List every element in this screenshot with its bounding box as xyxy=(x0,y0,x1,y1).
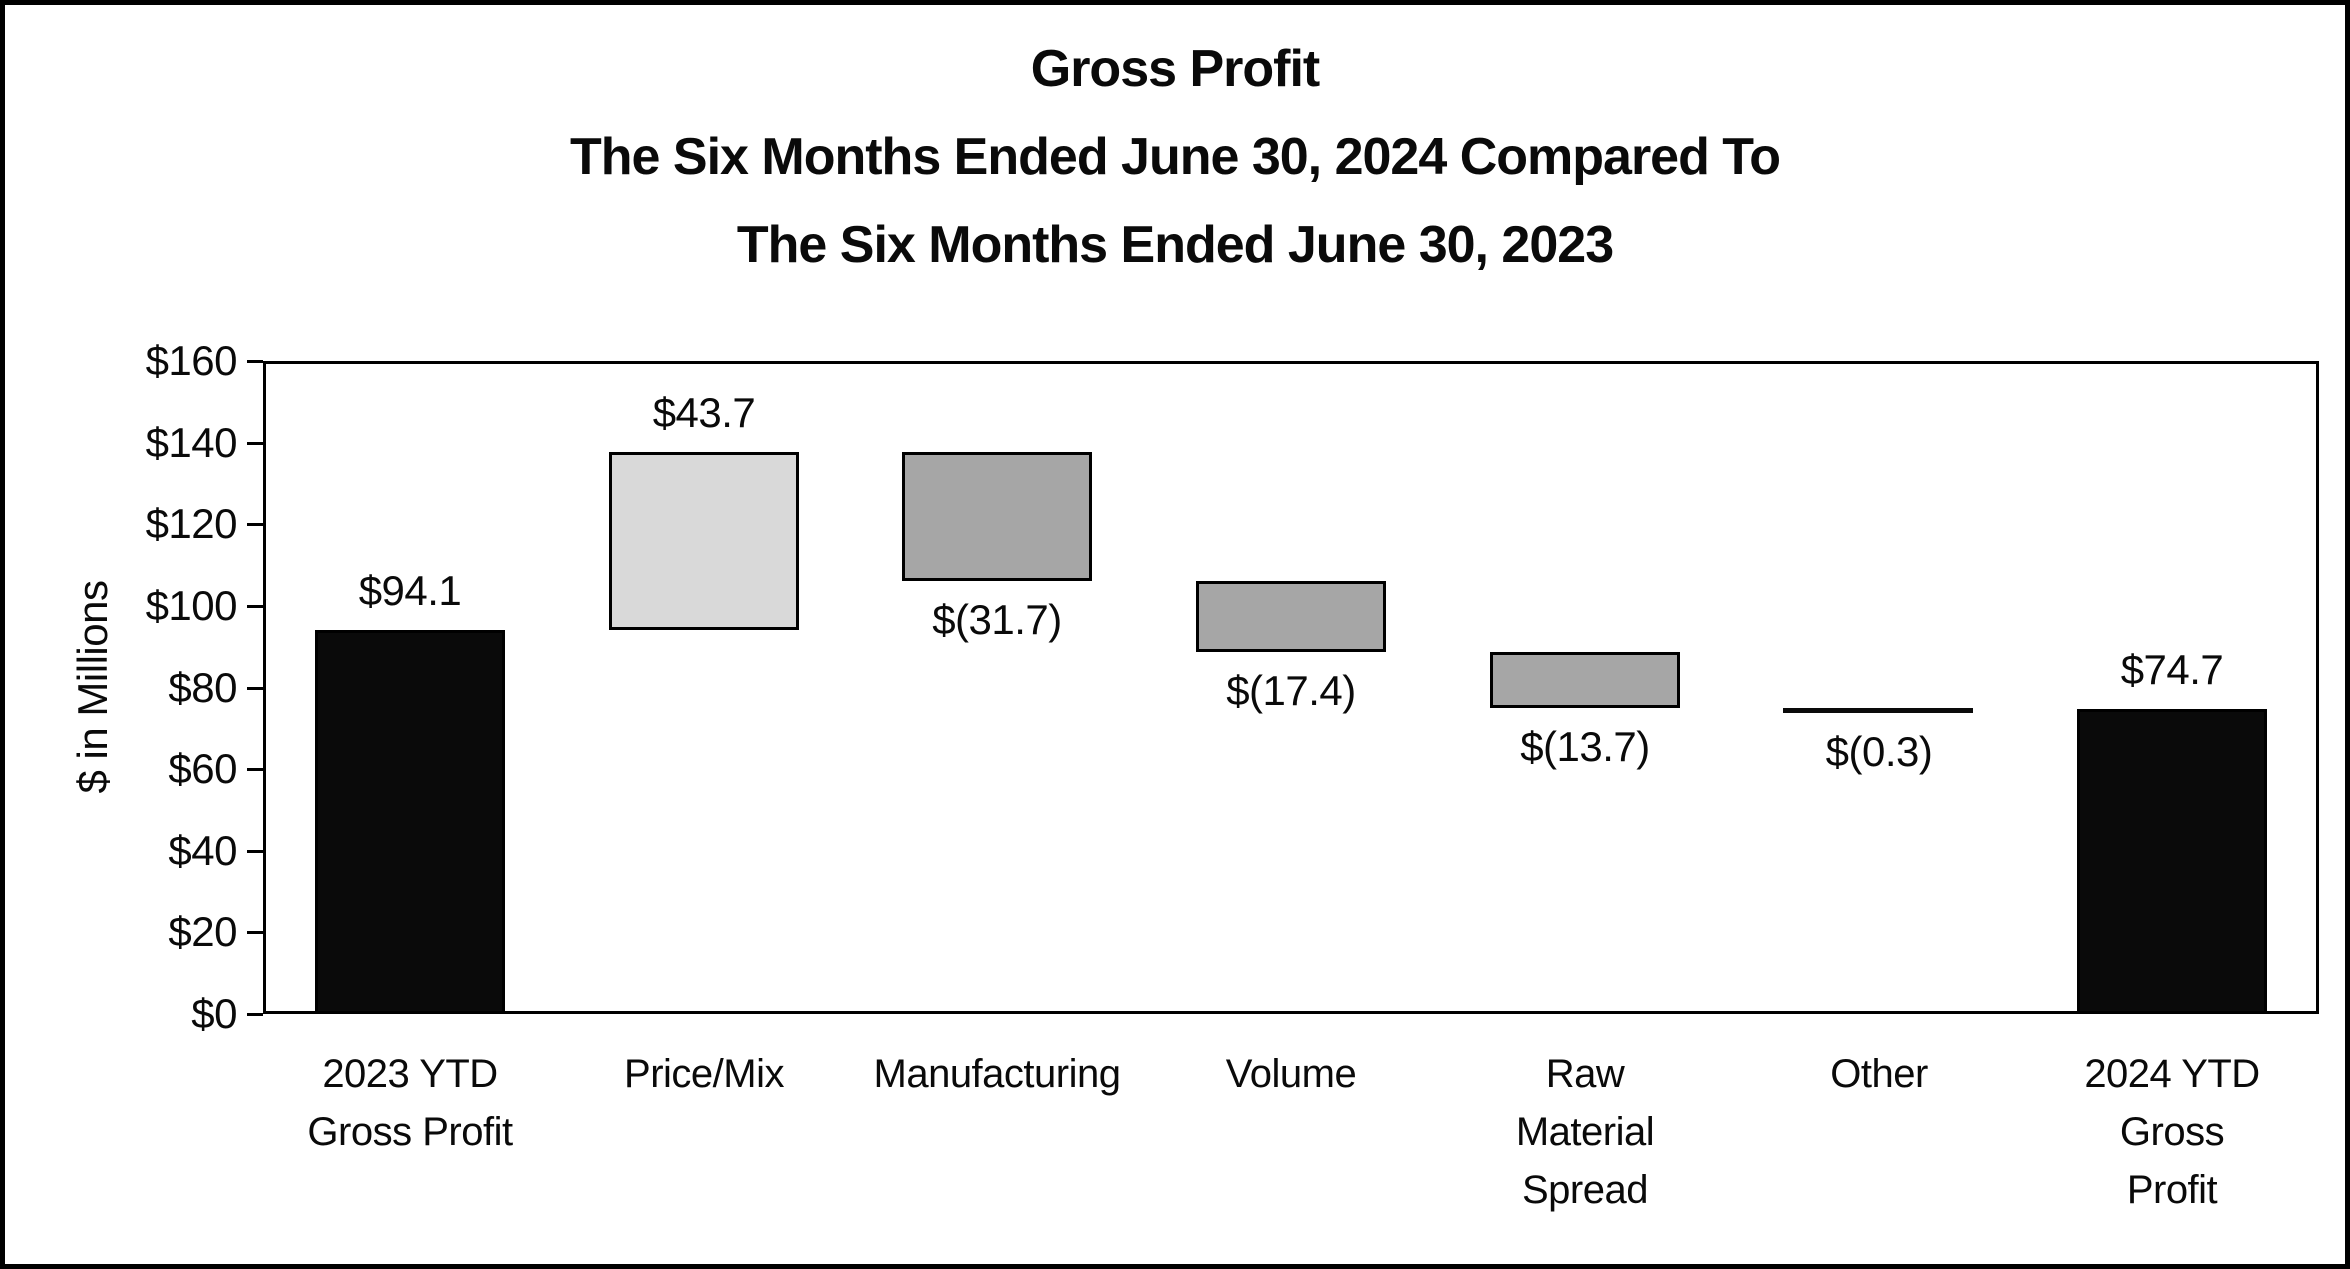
y-tick-label: $80 xyxy=(168,664,237,711)
bar-2023-ytd-gross-profit xyxy=(315,630,505,1014)
bar-price-mix xyxy=(609,452,799,630)
x-axis-label-2023-ytd-gross-profit: 2023 YTD xyxy=(322,1052,498,1096)
x-axis-label-price-mix: Price/Mix xyxy=(624,1052,784,1096)
chart-title-line-3: The Six Months Ended June 30, 2023 xyxy=(736,216,1614,274)
bar-other xyxy=(1783,708,1973,713)
x-axis-label-raw-material-spread: Material xyxy=(1515,1110,1655,1154)
y-tick xyxy=(247,687,263,690)
y-tick xyxy=(247,768,263,771)
y-tick xyxy=(247,442,263,445)
x-axis-label-volume: Volume xyxy=(1225,1052,1357,1096)
chart-title-line-2: The Six Months Ended June 30, 2024 Compa… xyxy=(570,128,1781,186)
value-label-manufacturing: $(31.7) xyxy=(932,596,1062,643)
x-axis-label-2024-ytd-gross-profit: Profit xyxy=(2126,1168,2218,1212)
x-axis-label-raw-material-spread: Raw xyxy=(1545,1052,1625,1096)
y-tick xyxy=(247,850,263,853)
bar-2024-ytd-gross-profit xyxy=(2077,709,2267,1014)
y-tick-label: $20 xyxy=(168,908,237,955)
value-label-raw-material-spread: $(13.7) xyxy=(1520,723,1650,770)
chart-title-line-1: Gross Profit xyxy=(1030,40,1321,98)
bar-raw-material-spread xyxy=(1490,652,1680,708)
chart-title: Gross Profit The Six Months Ended June 3… xyxy=(5,25,2345,289)
y-tick-label: $120 xyxy=(145,500,238,547)
y-tick-label: $160 xyxy=(145,337,238,384)
value-label-price-mix: $43.7 xyxy=(652,389,756,436)
bar-volume xyxy=(1196,581,1386,652)
x-axis-label-raw-material-spread: Spread xyxy=(1522,1168,1648,1212)
value-label-other: $(0.3) xyxy=(1825,728,1933,775)
plot-frame xyxy=(263,361,2319,1014)
y-tick xyxy=(247,1013,263,1016)
x-axis-label-2024-ytd-gross-profit: 2024 YTD xyxy=(2084,1052,2260,1096)
bar-manufacturing xyxy=(902,452,1092,581)
y-tick-label: $0 xyxy=(191,990,237,1037)
x-axis-label-manufacturing: Manufacturing xyxy=(873,1052,1121,1096)
x-axis-label-2024-ytd-gross-profit: Gross xyxy=(2119,1110,2225,1154)
value-label-2024-ytd-gross-profit: $74.7 xyxy=(2120,646,2224,693)
y-tick xyxy=(247,931,263,934)
y-tick-label: $60 xyxy=(168,745,237,792)
value-label-2023-ytd-gross-profit: $94.1 xyxy=(358,567,462,614)
y-tick-label: $100 xyxy=(145,582,238,629)
y-tick xyxy=(247,605,263,608)
x-axis-label-2023-ytd-gross-profit: Gross Profit xyxy=(307,1110,513,1154)
value-label-volume: $(17.4) xyxy=(1226,667,1356,714)
y-tick xyxy=(247,523,263,526)
x-axis-label-other: Other xyxy=(1830,1052,1928,1096)
y-tick-label: $40 xyxy=(168,827,237,874)
y-tick-label: $140 xyxy=(145,419,238,466)
y-tick xyxy=(247,360,263,363)
